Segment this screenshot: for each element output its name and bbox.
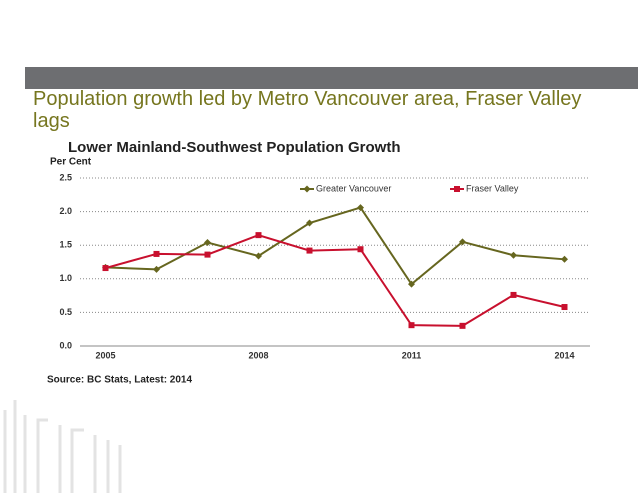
- y-axis-label: Per Cent: [50, 157, 92, 168]
- series-line: [105, 206, 565, 286]
- y-tick-label: 2.5: [59, 172, 72, 182]
- data-point: [459, 322, 466, 329]
- data-point: [102, 265, 109, 272]
- x-tick-label: 2011: [402, 350, 422, 360]
- chart-title: Lower Mainland-Southwest Population Grow…: [68, 139, 401, 156]
- data-point: [204, 251, 211, 258]
- x-tick-label: 2014: [554, 350, 574, 360]
- data-point: [510, 251, 517, 259]
- data-point: [153, 250, 160, 257]
- data-point: [204, 239, 211, 247]
- legend-marker: [303, 185, 311, 193]
- data-point: [306, 219, 313, 227]
- data-point: [255, 252, 262, 260]
- header-bar: [25, 67, 638, 89]
- data-point: [255, 232, 262, 239]
- x-tick-label: 2008: [248, 350, 268, 360]
- data-point: [561, 304, 568, 311]
- data-point: [153, 265, 160, 273]
- data-point: [408, 280, 415, 288]
- legend-label: Fraser Valley: [466, 183, 519, 193]
- data-point: [357, 246, 364, 253]
- decoration: [3, 400, 122, 493]
- y-tick-label: 1.0: [59, 273, 72, 283]
- legend-marker: [454, 186, 460, 192]
- y-tick-label: 2.0: [59, 206, 72, 216]
- slide-heading: Population growth led by Metro Vancouver…: [33, 88, 582, 132]
- data-point: [357, 204, 364, 212]
- data-point: [408, 322, 415, 329]
- data-point: [459, 238, 466, 246]
- x-tick-label: 2005: [95, 350, 115, 360]
- data-point: [510, 291, 517, 298]
- data-point: [561, 255, 568, 263]
- y-tick-label: 0.0: [59, 340, 72, 350]
- series-line: [105, 234, 565, 327]
- source-note: Source: BC Stats, Latest: 2014: [47, 375, 192, 386]
- data-point: [306, 247, 313, 254]
- y-tick-label: 0.5: [59, 307, 72, 317]
- legend-label: Greater Vancouver: [316, 183, 391, 193]
- y-tick-label: 1.5: [59, 240, 72, 250]
